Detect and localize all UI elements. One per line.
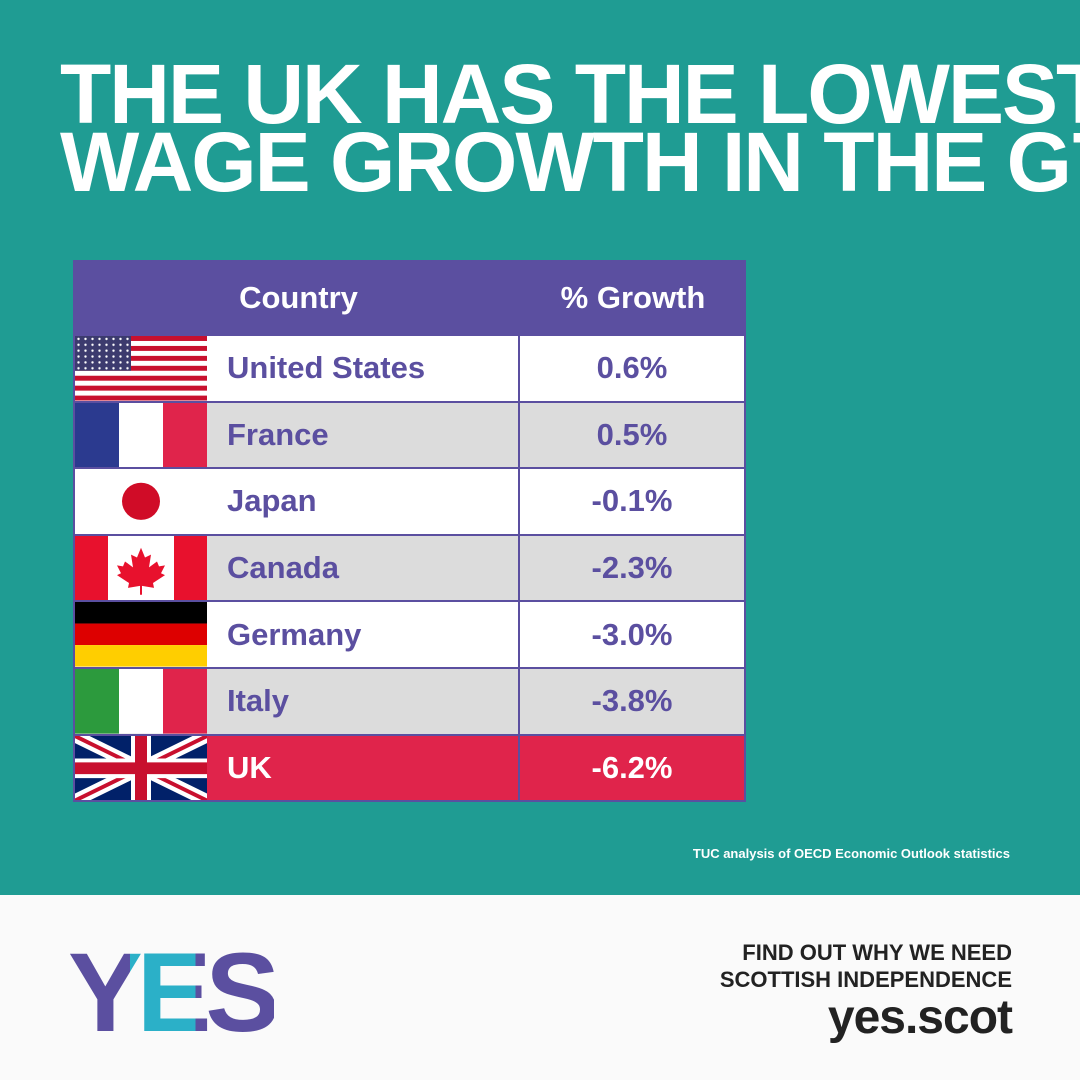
growth: -6.2%	[591, 749, 673, 785]
growth: -2.3%	[591, 550, 673, 586]
call-to-action: SCOTTISH INDEPENDENCE	[719, 967, 1012, 992]
country: Japan	[207, 469, 520, 534]
growth: 0.5%	[596, 416, 668, 452]
flag-italy	[75, 668, 207, 734]
country: France	[207, 402, 520, 468]
column-header: Country	[239, 280, 358, 315]
country: United States	[207, 336, 520, 401]
row: Japan -0.1%	[75, 467, 744, 534]
website: yes.scot	[827, 991, 1013, 1044]
country: Canada	[207, 535, 520, 601]
flag-france	[75, 402, 207, 468]
country: Italy	[207, 668, 520, 734]
flag-us	[75, 336, 207, 401]
row: Germany -3.0%	[75, 600, 744, 667]
title: THE UK HAS THE LOWEST	[60, 47, 1080, 141]
country: UK	[207, 735, 520, 801]
table: Country % Growth United States 0.6% Fran…	[73, 260, 746, 803]
row: France 0.5%	[75, 400, 744, 468]
source-note: TUC analysis of OECD Economic Outlook st…	[692, 846, 1010, 861]
title: WAGE GROWTH IN THE G7	[60, 115, 1080, 209]
row: United States 0.6%	[75, 334, 744, 401]
flag-uk	[75, 735, 207, 801]
row: Italy -3.8%	[75, 666, 744, 734]
call-to-action: FIND OUT WHY WE NEED	[742, 940, 1012, 965]
row: Canada -2.3%	[75, 533, 744, 601]
growth: 0.6%	[596, 350, 668, 386]
flag-japan	[75, 469, 207, 534]
flag-canada	[75, 535, 207, 601]
header-row: Country % Growth	[75, 262, 744, 334]
flag-germany	[75, 602, 207, 667]
row-highlight: UK -6.2%	[75, 733, 744, 801]
growth: -3.8%	[591, 683, 673, 719]
country: Germany	[207, 602, 520, 667]
logo: YES	[68, 930, 280, 1055]
white-panel	[0, 895, 1080, 1080]
column-header: % Growth	[560, 280, 706, 315]
growth: -3.0%	[591, 616, 673, 652]
growth: -0.1%	[591, 483, 673, 519]
